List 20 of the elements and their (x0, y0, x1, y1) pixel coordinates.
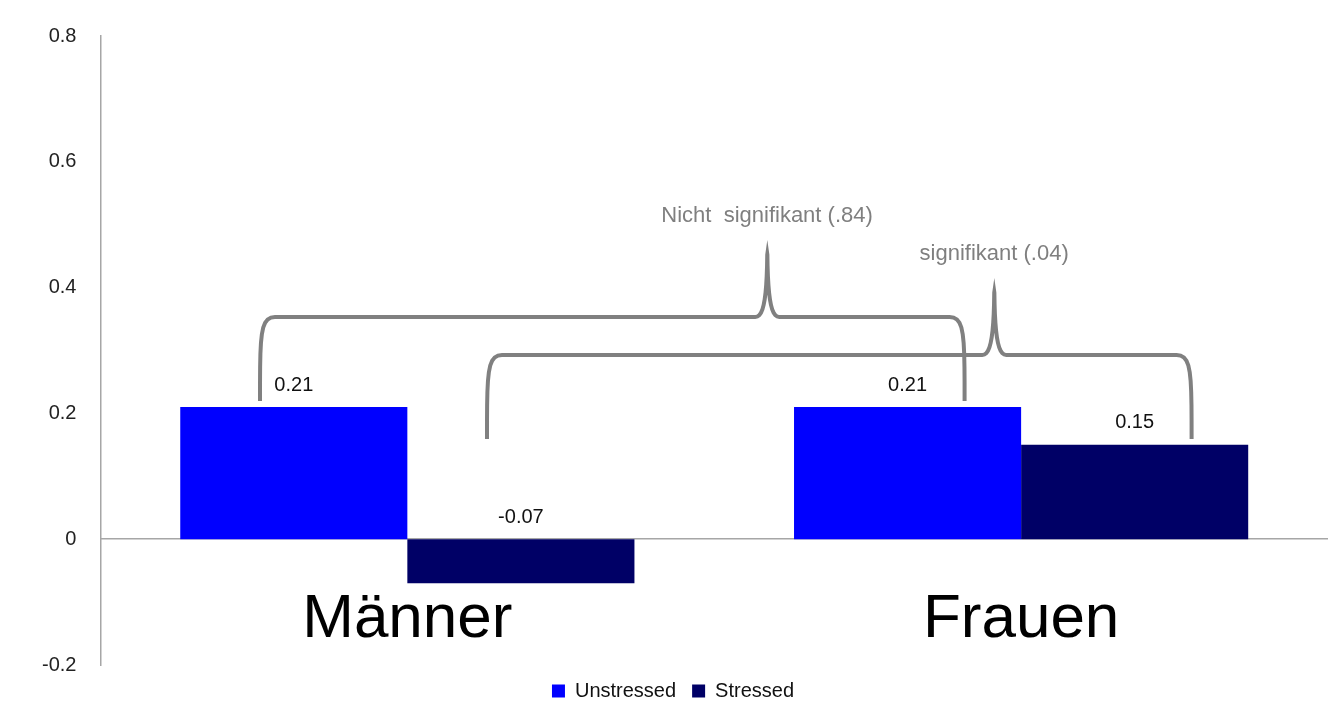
bar (407, 539, 635, 584)
bar (180, 407, 408, 540)
annotation: Nicht signifikant (.84) (661, 202, 873, 228)
legend-label: Unstressed (574, 678, 677, 701)
data-label: -0.07 (498, 504, 544, 527)
y-tick-label: 0.6 (48, 149, 77, 172)
legend-label: Stressed (715, 678, 795, 701)
x-tick-label: Männer (302, 581, 513, 651)
data-label: 0.21 (888, 372, 928, 395)
data-label: 0.21 (274, 372, 314, 395)
y-tick-label: 0.2 (48, 400, 77, 423)
x-tick-label: Frauen (922, 581, 1120, 651)
y-tick-label: -0.2 (41, 652, 77, 675)
y-tick-label: 0.8 (48, 23, 77, 46)
annotation: signifikant (.04) (919, 239, 1069, 265)
bar (794, 407, 1022, 540)
y-tick-label: 0.4 (48, 275, 77, 298)
data-label: 0.15 (1115, 410, 1155, 433)
bar (1021, 444, 1249, 540)
y-tick-label: 0 (65, 526, 77, 549)
